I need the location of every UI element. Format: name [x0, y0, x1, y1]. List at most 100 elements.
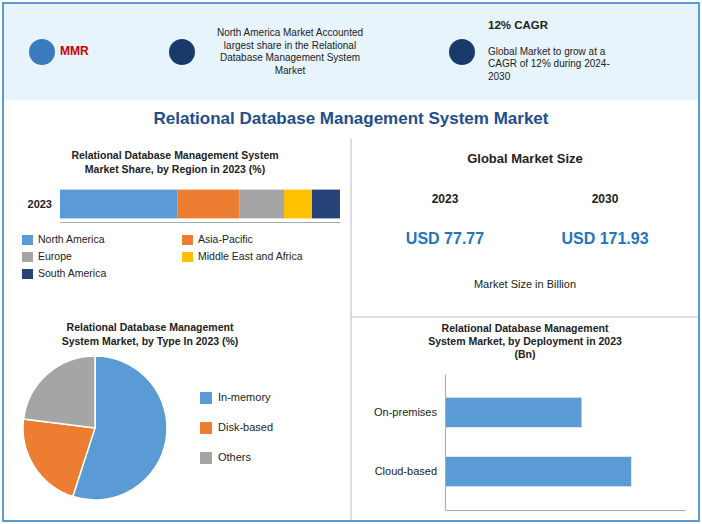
chart: In-memory Disk-based Others [23, 356, 273, 500]
text-line: MMR [60, 44, 89, 58]
text-line: 2030 [488, 70, 511, 81]
text-line: 12% CAGR [488, 19, 549, 31]
text-line: 2030 [592, 192, 619, 206]
tick-label: Cloud-based [375, 465, 437, 477]
chart-title: Relational Database ManagementSystem Mar… [428, 322, 622, 360]
legend-label: North America [38, 233, 105, 245]
text-line: Market Share, by Region in 2023 (%) [85, 162, 265, 174]
text-line: In-memory [218, 391, 271, 403]
annotation: North America Market Accountedlargest sh… [217, 27, 363, 76]
annotation: Global Market to grow at a CAGR of 12% du… [488, 45, 610, 81]
text-line: CAGR of 12% during 2024- [488, 58, 610, 69]
legend-swatch [182, 235, 193, 245]
legend-item: Asia-Pacific [182, 233, 253, 245]
legend-swatch [200, 422, 212, 434]
text-line: USD 171.93 [561, 230, 648, 247]
legend-swatch [200, 452, 212, 464]
axis [446, 510, 686, 511]
text-line: 2023 [432, 192, 459, 206]
tick-label: On-premises [374, 406, 437, 418]
tick: Cloud-based [375, 465, 445, 477]
text-line: Europe [38, 250, 72, 262]
annotation: Global Market Size [467, 151, 583, 166]
axis-line [445, 375, 446, 511]
text-line: (Bn) [515, 348, 536, 360]
text-line: Global Market Size [467, 151, 583, 166]
plot-area [60, 190, 340, 219]
axis-line [60, 187, 61, 223]
chart-title: Relational Database ManagementSystem Mar… [62, 321, 239, 346]
plot-area [445, 398, 631, 487]
text-line: Global Market to grow at a [488, 45, 606, 56]
chart: On-premises Cloud-based [374, 375, 685, 511]
text-line: Market [275, 64, 306, 75]
text-line: Relational Database Management [442, 322, 609, 334]
chart: 2023 North America Asia-Pacific Europe Middl… [22, 187, 341, 280]
legend-item: Disk-based [200, 421, 273, 434]
legend-label: Others [218, 451, 252, 463]
legend-item: South America [22, 267, 106, 279]
text-line: System Market, by Deployment in 2023 [428, 335, 622, 347]
annotation: USD 77.77 [406, 230, 484, 247]
chart-title: Relational Database Management SystemMar… [71, 149, 278, 174]
legend-swatch [182, 252, 193, 262]
axis: On-premises Cloud-based [374, 375, 445, 511]
legend-item: In-memory [200, 391, 271, 404]
tick-label: 2023 [28, 198, 52, 210]
legend: In-memory Disk-based Others [200, 391, 273, 464]
text-line: Relational Database Management System Ma… [154, 109, 549, 128]
annotation: USD 171.93 [561, 230, 648, 247]
text-line: Relational Database Management [67, 321, 234, 333]
legend-item: North America [22, 233, 105, 245]
legend-item: Others [200, 451, 252, 464]
legend-swatch [22, 252, 33, 262]
pie-slice [23, 419, 95, 497]
text-line: USD 77.77 [406, 230, 484, 247]
legend-item: Middle East and Africa [182, 250, 303, 262]
header-icon [169, 39, 195, 65]
text-line: Disk-based [218, 421, 273, 433]
axis [61, 222, 341, 223]
header-icon [449, 39, 475, 65]
annotation: 12% CAGR [488, 19, 549, 31]
legend: North America Asia-Pacific Europe Middle Ea… [22, 233, 303, 279]
legend-label: Middle East and Africa [198, 250, 303, 262]
text-line: North America Market Accounted [217, 27, 363, 38]
legend-item: Europe [22, 250, 72, 262]
annotation: MMR [60, 44, 89, 58]
legend-swatch [200, 392, 212, 404]
axis-line [446, 510, 686, 511]
bar-segment [284, 190, 312, 219]
text-line: Relational Database Management System [71, 149, 278, 161]
pie [23, 356, 167, 500]
text-line: Others [218, 451, 252, 463]
tick: 2023 [28, 198, 60, 210]
bar-segment [312, 190, 340, 219]
text-line: South America [38, 267, 106, 279]
legend-label: South America [38, 267, 106, 279]
axis: 2023 [28, 187, 61, 223]
legend-swatch [22, 235, 33, 245]
tick: On-premises [374, 406, 445, 418]
title: Relational Database Management System Ma… [154, 109, 549, 128]
legend-label: Europe [38, 250, 72, 262]
infographic: Relational Database Management System Ma… [0, 0, 702, 524]
background [0, 0, 702, 524]
annotation: Market Size in Billion [474, 278, 576, 290]
text-line: System Market, by Type In 2023 (%) [62, 334, 239, 346]
border [3, 3, 699, 521]
annotation: 2030 [592, 192, 619, 206]
bar-segment [239, 190, 284, 219]
legend-swatch [22, 269, 33, 279]
text-line: Asia-Pacific [198, 233, 253, 245]
text-line: Database Management System [220, 52, 360, 63]
header-icon [29, 39, 55, 65]
bar [445, 398, 582, 428]
legend-label: Disk-based [218, 421, 273, 433]
axis-line [61, 222, 341, 223]
text-line: largest share in the Relational [224, 39, 356, 50]
text-line: Market Size in Billion [474, 278, 576, 290]
pie-slice [24, 356, 95, 428]
divider [351, 139, 352, 520]
text-line: Middle East and Africa [198, 250, 303, 262]
